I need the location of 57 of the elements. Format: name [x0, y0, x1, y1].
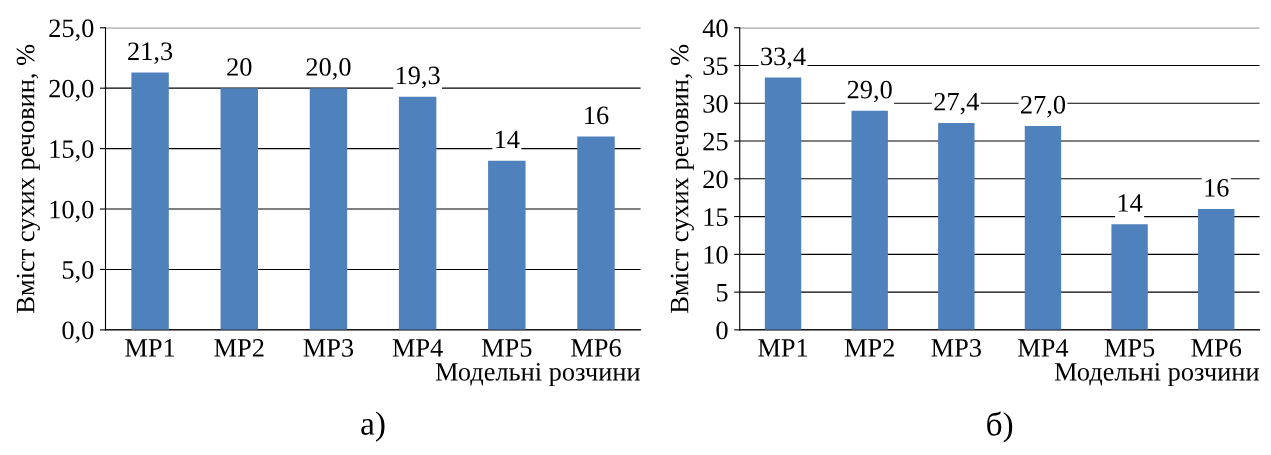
data-label: 19,3 — [396, 66, 440, 89]
y-tick-label: 40 — [702, 19, 728, 38]
data-label: 21,3 — [128, 42, 173, 64]
x-tick-label: MP3 — [931, 339, 981, 357]
y-tick-label: 35 — [703, 57, 728, 75]
x-axis-title: Модельні розчини — [435, 362, 640, 387]
bar — [577, 136, 615, 330]
x-tick-label: MP5 — [481, 339, 532, 357]
data-label: 29,0 — [847, 80, 892, 103]
x-axis-title: Модельні розчини — [1054, 362, 1259, 387]
x-tick-label: MP4 — [1018, 339, 1069, 357]
y-tick-label: 15,0 — [50, 140, 94, 162]
x-tick-label: MP2 — [844, 339, 894, 357]
x-tick-label: MP3 — [303, 339, 354, 357]
y-tick-label: 30 — [703, 94, 728, 113]
y-tick-label: 0,0 — [62, 321, 94, 344]
bar — [938, 122, 975, 330]
y-tick-label: 25,0 — [49, 19, 94, 41]
bar — [131, 72, 169, 330]
bar — [851, 110, 888, 330]
y-tick-label: 10 — [704, 245, 728, 264]
x-tick-label: MP6 — [571, 339, 621, 357]
x-tick-label: MP1 — [758, 339, 808, 357]
data-label: 16 — [585, 106, 609, 125]
data-label: 14 — [495, 130, 520, 149]
x-tick-label: MP2 — [214, 339, 264, 357]
data-label: 16 — [1205, 178, 1229, 197]
data-label: 14 — [1118, 194, 1143, 212]
text: а) — [361, 411, 385, 442]
x-tick-label: MP6 — [1191, 339, 1242, 357]
bar — [398, 96, 437, 330]
data-label: 27,4 — [934, 92, 979, 115]
y-tick-label: 15 — [704, 208, 728, 226]
bar — [764, 77, 802, 330]
bar — [309, 88, 348, 330]
y-tick-label: 0 — [716, 321, 728, 340]
x-tick-label: MP4 — [392, 339, 443, 357]
x-tick-label: MP5 — [1104, 339, 1155, 357]
bar — [1024, 125, 1062, 330]
y-tick-label: 20 — [703, 170, 728, 189]
data-label: 20 — [227, 58, 252, 76]
bar — [220, 88, 258, 330]
bar — [1111, 224, 1148, 330]
data-label: 27,0 — [1021, 95, 1066, 118]
x-tick-label: MP1 — [125, 339, 175, 357]
y-axis-title: Вміст сухих речовин, % — [16, 44, 40, 313]
y-tick-label: 25 — [703, 132, 728, 151]
text: б) — [987, 411, 1013, 443]
data-label: 20,0 — [306, 58, 351, 80]
y-axis-title: Вміст сухих речовин, % — [670, 44, 694, 313]
y-tick-label: 5,0 — [62, 261, 94, 283]
bar — [1198, 209, 1235, 330]
data-label: 33,4 — [761, 47, 806, 70]
y-tick-label: 20,0 — [49, 79, 94, 102]
y-tick-label: 10,0 — [50, 200, 94, 223]
y-tick-label: 5 — [716, 283, 728, 302]
bar — [488, 160, 526, 330]
